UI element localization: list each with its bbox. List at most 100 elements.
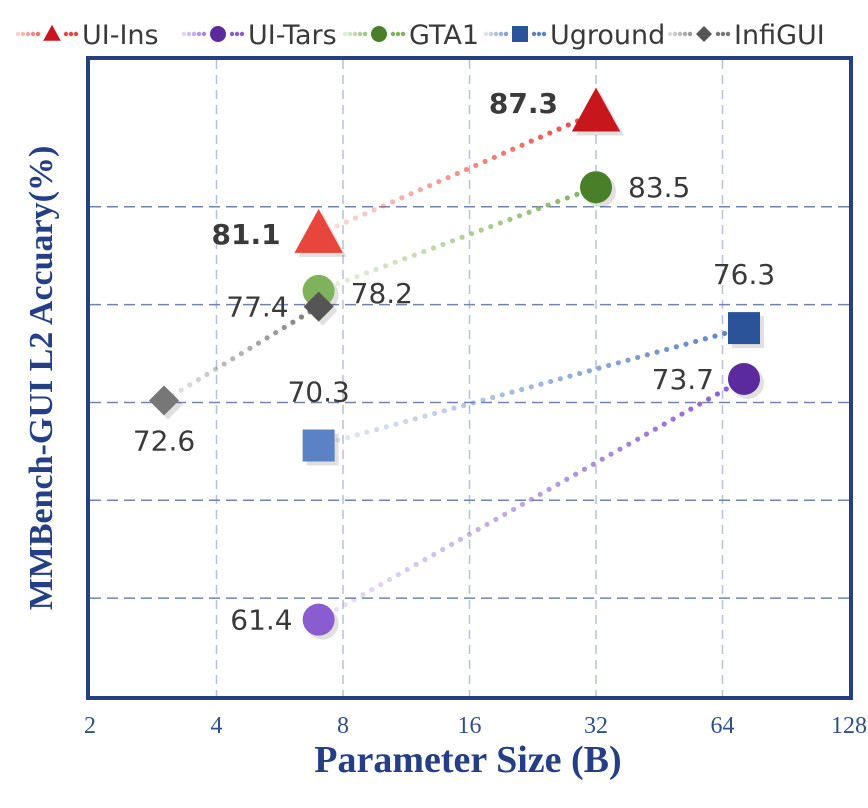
series-line-dot-uground xyxy=(383,424,389,430)
series-line-dot-uground xyxy=(519,386,525,393)
series-line-dot-gta1 xyxy=(421,248,427,255)
legend-line-uground xyxy=(483,31,489,37)
series-line-dot-infigui xyxy=(281,324,287,331)
series-line-dot-ui-tars xyxy=(555,481,561,487)
series-line-dot-ui-ins xyxy=(408,191,414,197)
series-line-dot-uground xyxy=(364,429,370,435)
series-line-dot-ui-ins xyxy=(547,130,553,136)
series-line-dot-uground xyxy=(354,432,360,438)
series-line-dot-gta1 xyxy=(555,198,561,205)
series-line-dot-ui-tars xyxy=(502,511,508,517)
series-line-dot-infigui xyxy=(212,366,219,372)
series-line-dot-ui-tars xyxy=(643,431,650,437)
series-line-dot-gta1 xyxy=(536,206,542,212)
series-line-dot-ui-tars xyxy=(386,576,393,583)
legend-line-uground xyxy=(503,31,509,37)
series-line-dot-ui-tars xyxy=(537,491,543,497)
series-line-dot-infigui xyxy=(247,345,253,351)
series-line-dot-uground xyxy=(403,418,409,425)
legend-line-gta1 xyxy=(362,31,368,37)
series-line-dot-gta1 xyxy=(402,256,408,262)
series-line-dot-ui-ins xyxy=(334,223,340,229)
series-line-dot-ui-tars xyxy=(351,597,357,603)
x-tick-label: 4 xyxy=(211,713,223,739)
series-line-dot-gta1 xyxy=(344,277,350,283)
legend-label-gta1: GTA1 xyxy=(409,20,479,51)
series-line-dot-uground xyxy=(596,365,602,371)
series-line-dot-infigui xyxy=(273,330,279,336)
data-label-ui-ins: 87.3 xyxy=(489,87,558,120)
data-label-uground: 76.3 xyxy=(713,258,775,291)
series-line-dot-ui-tars xyxy=(378,581,384,588)
series-line-dot-ui-tars xyxy=(528,496,534,502)
series-line-dot-gta1 xyxy=(382,263,389,269)
legend-label-infigui: InfiGUI xyxy=(734,20,825,51)
legend-line-gta1 xyxy=(357,31,363,37)
series-line-dot-uground xyxy=(557,376,563,382)
series-line-dot-ui-tars xyxy=(714,391,721,397)
series-line-dot-uground xyxy=(615,360,621,366)
legend-line-ui-ins xyxy=(63,31,69,37)
marker-ui-tars xyxy=(727,362,760,395)
legend-line-ui-ins xyxy=(20,31,26,37)
markers xyxy=(148,87,764,640)
x-tick-label: 2 xyxy=(84,713,96,739)
marker-uground xyxy=(727,312,760,345)
legend-marker-gta1 xyxy=(371,26,387,42)
series-line-dot-ui-tars xyxy=(395,571,401,578)
series-line-dot-uground xyxy=(654,349,660,355)
series-line-dot-uground xyxy=(422,413,428,419)
legend-line-infigui xyxy=(667,31,673,37)
marker-gta1 xyxy=(580,171,612,204)
legend-line-gta1 xyxy=(342,31,348,37)
legend-line-ui-ins xyxy=(73,31,79,37)
series-line-dot-ui-tars xyxy=(599,456,605,462)
series-line-dot-uground xyxy=(567,373,573,379)
legend-line-uground xyxy=(536,31,542,37)
series-line-dot-ui-tars xyxy=(608,451,614,457)
legend-line-uground xyxy=(498,31,504,37)
series-line-dot-ui-tars xyxy=(688,406,694,412)
series-line-dot-uground xyxy=(673,344,679,350)
marker-ui-tars xyxy=(302,603,335,636)
legend-line-infigui xyxy=(725,31,731,37)
series-line-dot-ui-tars xyxy=(333,607,339,613)
data-label-infigui: 77.4 xyxy=(226,291,288,324)
series-line-dot-uground xyxy=(441,408,447,414)
series-line-dot-infigui xyxy=(264,335,270,341)
series-line-dot-ui-tars xyxy=(546,486,552,492)
series-line-dot-uground xyxy=(461,402,467,409)
series-line-dot-ui-ins xyxy=(454,170,460,177)
series-line-dot-ui-tars xyxy=(670,416,676,422)
series-line-dot-ui-ins xyxy=(528,138,534,144)
series-line-dot-ui-ins xyxy=(362,211,368,217)
series-line-dot-ui-ins xyxy=(519,142,525,148)
series-line-dot-ui-tars xyxy=(564,476,570,482)
series-line-dot-ui-tars xyxy=(475,526,481,533)
series-line-dot-ui-tars xyxy=(484,521,490,528)
series-line-dot-ui-ins xyxy=(371,207,377,213)
series-line-dot-uground xyxy=(644,352,650,358)
series-line-dot-ui-ins xyxy=(426,183,433,189)
data-label-gta1: 83.5 xyxy=(628,171,690,204)
series-line-dot-gta1 xyxy=(459,234,465,240)
series-line-dot-ui-tars xyxy=(626,441,632,447)
series-line-dot-ui-tars xyxy=(510,506,517,512)
legend-marker-ui-tars xyxy=(210,26,226,42)
series-line-dot-infigui xyxy=(255,340,262,346)
series-line-dot-ui-tars xyxy=(448,541,455,548)
series-line-dot-uground xyxy=(470,400,476,406)
series-line-dot-gta1 xyxy=(469,231,475,237)
series-line-dot-uground xyxy=(625,357,631,363)
legend-line-infigui xyxy=(687,31,693,37)
legend-line-ui-ins xyxy=(25,31,31,37)
legend-marker-infigui xyxy=(696,26,712,42)
series-line-dot-gta1 xyxy=(545,202,551,208)
legend-line-ui-ins xyxy=(30,31,36,37)
series-line-dot-ui-tars xyxy=(617,446,623,452)
data-label-ui-tars: 61.4 xyxy=(230,604,292,637)
marker-gta1 xyxy=(302,274,335,307)
series-line-dot-gta1 xyxy=(564,195,570,201)
series-line-dot-ui-ins xyxy=(482,158,488,164)
